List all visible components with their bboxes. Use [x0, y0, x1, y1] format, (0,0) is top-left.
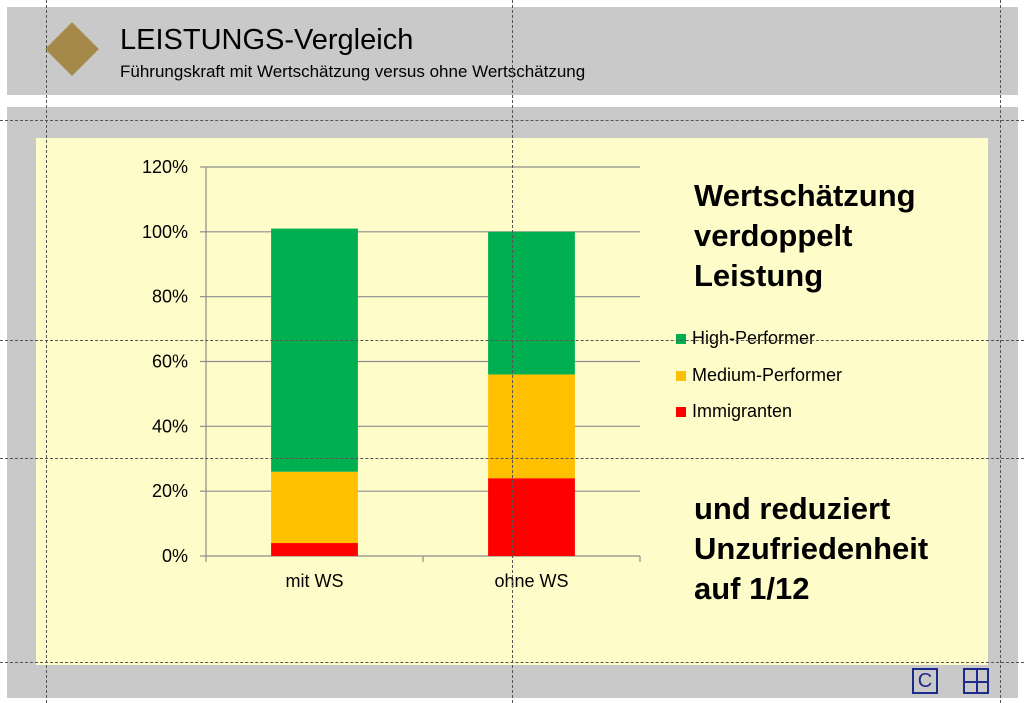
x-tick-label: ohne WS	[494, 571, 568, 591]
grid-icon[interactable]	[963, 668, 989, 694]
legend-swatch	[676, 371, 686, 381]
y-tick-label: 20%	[152, 481, 188, 501]
copyright-button[interactable]: C	[912, 668, 938, 694]
slide-title: LEISTUNGS-Vergleich	[120, 24, 414, 56]
conclusion-line: auf 1/12	[694, 571, 810, 606]
guide-line	[0, 120, 1024, 121]
y-tick-label: 0%	[162, 546, 188, 566]
bar-segment	[488, 231, 575, 375]
bar-segment	[271, 471, 358, 544]
guide-line	[512, 0, 513, 703]
bar-segment	[271, 228, 358, 472]
bar-segment	[488, 374, 575, 479]
legend-swatch	[676, 334, 686, 344]
legend-swatch	[676, 407, 686, 417]
y-tick-label: 40%	[152, 416, 188, 436]
legend-label: Medium-Performer	[692, 365, 843, 385]
legend-label: Immigranten	[692, 401, 793, 421]
y-tick-label: 100%	[142, 222, 188, 242]
guide-line	[0, 662, 1024, 663]
x-tick-label: mit WS	[286, 571, 344, 591]
guide-line	[0, 458, 1024, 459]
y-tick-label: 80%	[152, 287, 188, 307]
slide-subtitle: Führungskraft mit Wertschätzung versus o…	[120, 62, 586, 81]
y-tick-label: 60%	[152, 352, 188, 372]
guide-line	[46, 0, 47, 703]
bar-segment	[271, 543, 358, 556]
conclusion-line: Unzufriedenheit	[694, 531, 929, 566]
headline-line: verdoppelt	[694, 218, 853, 253]
guide-line	[0, 340, 1024, 341]
bar-segment	[488, 478, 575, 556]
guide-line	[1000, 0, 1001, 703]
conclusion-line: und reduziert	[694, 491, 891, 526]
headline-line: Leistung	[694, 258, 824, 293]
headline: Wertschätzung verdoppelt Leistung	[694, 176, 916, 296]
y-tick-label: 120%	[142, 157, 188, 177]
conclusion-text: und reduziert Unzufriedenheit auf 1/12	[694, 489, 928, 609]
legend-label: High-Performer	[692, 328, 816, 348]
headline-line: Wertschätzung	[694, 178, 916, 213]
